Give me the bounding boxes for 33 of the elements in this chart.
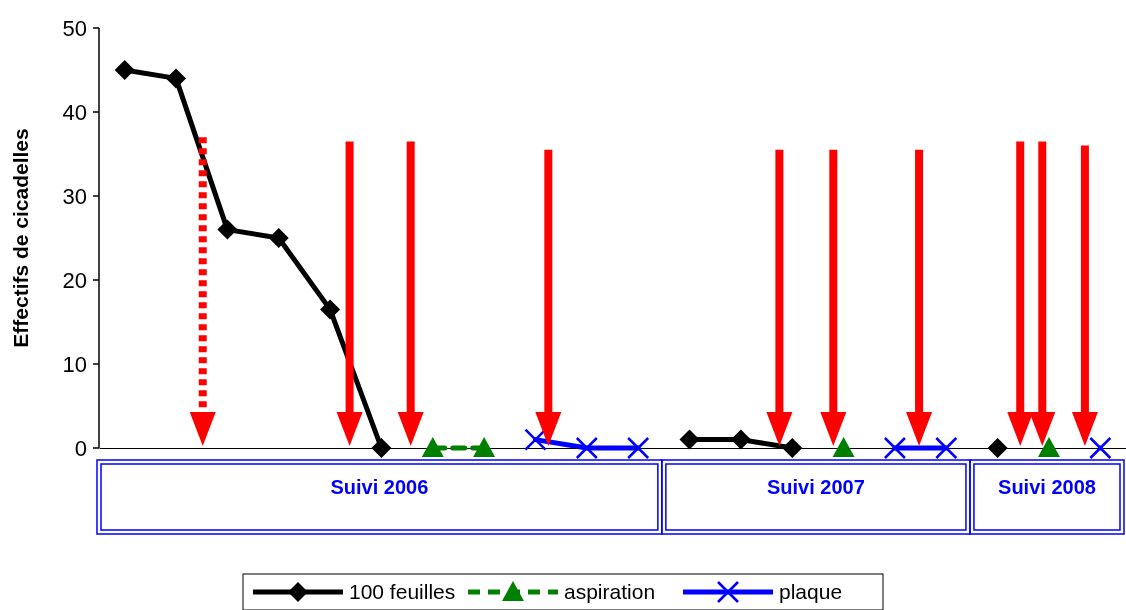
point (524, 428, 547, 451)
point (987, 438, 1008, 458)
y-tick-label: 50 (62, 15, 87, 41)
point (371, 438, 392, 458)
point (935, 436, 958, 460)
y-axis-title: Effectifs de cicadelles (9, 128, 32, 348)
y-tick-label: 10 (62, 351, 87, 377)
point (883, 436, 907, 460)
text: Suivi 2006 (330, 476, 429, 498)
legend-label: 100 feuilles (349, 580, 456, 604)
legend-label: aspiration (564, 580, 656, 604)
point (473, 437, 496, 457)
point (626, 436, 650, 460)
point (782, 438, 803, 458)
point (679, 429, 700, 450)
point (268, 228, 289, 248)
point (575, 436, 599, 460)
text: Suivi 2008 (998, 476, 1096, 498)
legend-label: plaque (779, 580, 843, 604)
y-tick-label: 30 (62, 183, 87, 209)
point (832, 437, 855, 457)
text: Suivi 2007 (766, 476, 865, 498)
y-tick-label: 40 (62, 99, 87, 125)
point (320, 299, 341, 320)
point (114, 60, 135, 80)
point (1037, 437, 1060, 457)
point (1089, 436, 1112, 460)
point (421, 437, 444, 457)
point (730, 429, 751, 450)
point (166, 68, 187, 89)
point (217, 219, 238, 240)
y-tick-label: 20 (62, 267, 87, 293)
y-tick-label: 0 (74, 435, 87, 461)
